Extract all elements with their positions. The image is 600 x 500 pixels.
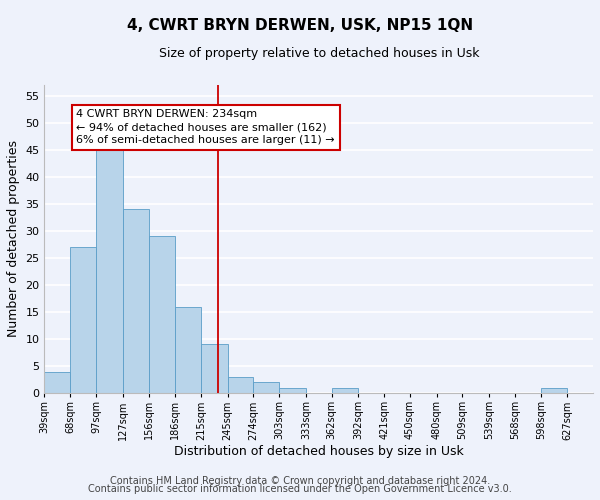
Text: 4, CWRT BRYN DERWEN, USK, NP15 1QN: 4, CWRT BRYN DERWEN, USK, NP15 1QN — [127, 18, 473, 32]
Bar — [149, 236, 175, 393]
Title: Size of property relative to detached houses in Usk: Size of property relative to detached ho… — [158, 47, 479, 60]
Text: 4 CWRT BRYN DERWEN: 234sqm
← 94% of detached houses are smaller (162)
6% of semi: 4 CWRT BRYN DERWEN: 234sqm ← 94% of deta… — [76, 109, 335, 146]
Bar — [96, 144, 123, 393]
Bar — [123, 209, 149, 393]
Bar — [253, 382, 279, 393]
Y-axis label: Number of detached properties: Number of detached properties — [7, 140, 20, 338]
Text: Contains public sector information licensed under the Open Government Licence v3: Contains public sector information licen… — [88, 484, 512, 494]
X-axis label: Distribution of detached houses by size in Usk: Distribution of detached houses by size … — [174, 445, 464, 458]
Bar — [70, 247, 96, 393]
Bar — [541, 388, 567, 393]
Bar — [201, 344, 227, 393]
Bar — [227, 377, 253, 393]
Bar — [44, 372, 70, 393]
Bar — [175, 306, 201, 393]
Text: Contains HM Land Registry data © Crown copyright and database right 2024.: Contains HM Land Registry data © Crown c… — [110, 476, 490, 486]
Bar — [332, 388, 358, 393]
Bar — [279, 388, 306, 393]
